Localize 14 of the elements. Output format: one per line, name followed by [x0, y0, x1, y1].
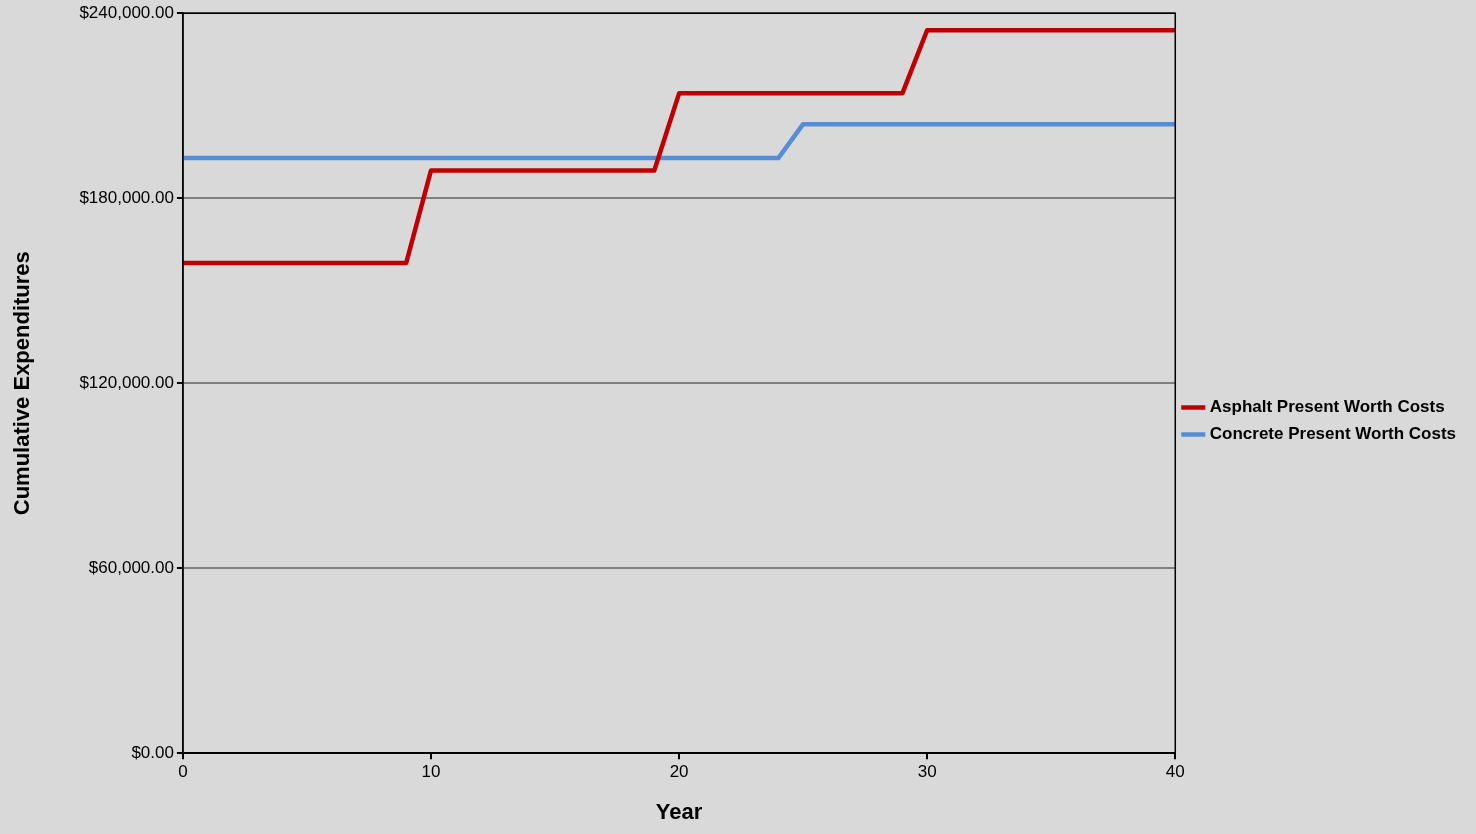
x-tick-label: 0: [178, 762, 188, 782]
legend-label: Concrete Present Worth Costs: [1209, 424, 1456, 444]
y-tick-label: $180,000.00: [79, 187, 174, 207]
y-tick-label: $240,000.00: [79, 2, 174, 22]
x-tick-label: 20: [669, 762, 689, 782]
x-tick-label: 40: [1165, 762, 1185, 782]
y-tick-label: $120,000.00: [79, 372, 174, 392]
x-tick-label: 30: [917, 762, 937, 782]
y-tick-label: $0.00: [131, 742, 174, 762]
y-tick-label: $60,000.00: [88, 557, 174, 577]
x-axis-title: Year: [655, 798, 703, 824]
x-tick-label: 10: [421, 762, 441, 782]
legend-label: Asphalt Present Worth Costs: [1209, 397, 1445, 417]
y-axis-title: Cumulative Expenditures: [9, 251, 35, 516]
